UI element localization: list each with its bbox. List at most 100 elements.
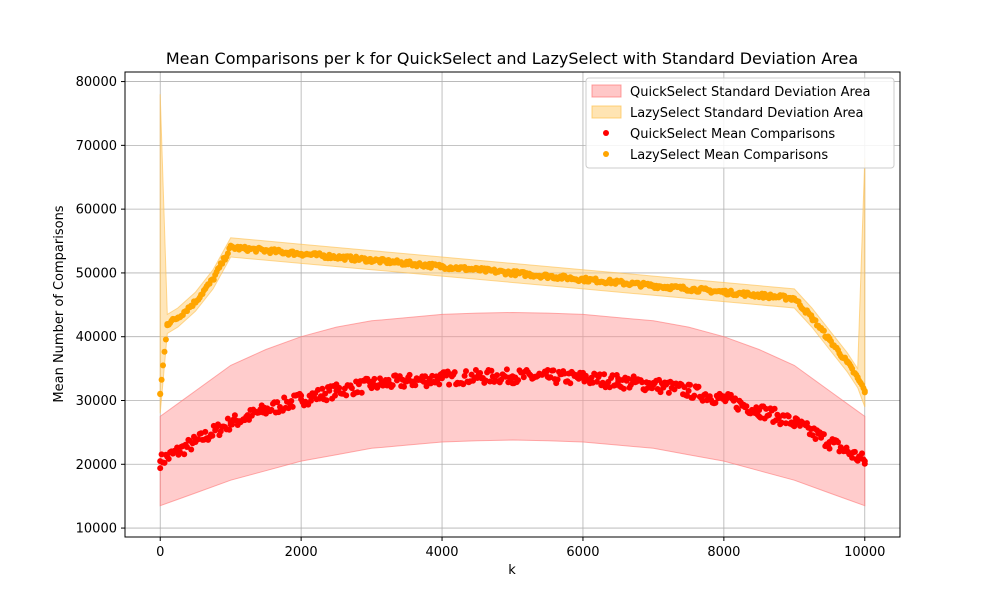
lazy-data-point <box>791 295 798 302</box>
quick-fill-point <box>630 373 637 380</box>
quick-fill-point <box>358 389 365 396</box>
quick-data-point <box>227 419 234 426</box>
legend-label: LazySelect Standard Deviation Area <box>630 106 863 121</box>
data-points <box>157 242 868 472</box>
quick-fill-point <box>594 378 600 385</box>
quick-data-point <box>791 419 798 426</box>
quick-fill-point <box>158 451 165 458</box>
quick-fill-point <box>226 426 233 433</box>
lazy-data-point <box>227 244 234 251</box>
quick-fill-point <box>735 406 741 413</box>
quick-fill-point <box>188 446 195 453</box>
quick-fill-point <box>209 432 216 439</box>
quick-data-point <box>650 381 657 388</box>
quick-data-point <box>157 458 164 465</box>
quick-data-point <box>174 448 181 455</box>
quick-fill-point <box>766 412 772 418</box>
lazy-data-point <box>164 321 171 327</box>
lazy-fill-point <box>162 336 169 343</box>
quick-data-point <box>720 396 727 403</box>
quick-data-point <box>685 387 692 394</box>
quick-data-point <box>756 407 763 414</box>
quick-fill-point <box>695 383 702 390</box>
chart-title: Mean Comparisons per k for QuickSelect a… <box>166 49 858 68</box>
quick-fill-point <box>332 392 338 399</box>
quick-data-point <box>826 439 833 445</box>
lazy-data-point <box>210 276 217 283</box>
quick-data-point <box>439 375 445 382</box>
quick-fill-point <box>488 367 495 374</box>
lazy-data-point <box>844 359 851 366</box>
lazy-data-point <box>854 375 861 382</box>
lazy-data-point <box>650 282 657 289</box>
quick-fill-point <box>268 406 275 413</box>
quick-fill-point <box>461 372 468 379</box>
quick-fill-point <box>406 371 413 378</box>
quick-fill-point <box>322 390 329 397</box>
lazy-data-point <box>580 276 586 283</box>
quick-fill-point <box>771 405 778 412</box>
quick-fill-point <box>181 451 188 458</box>
quick-fill-point <box>348 385 355 392</box>
quick-fill-point <box>343 392 350 399</box>
quick-fill-point <box>494 372 500 379</box>
quick-fill-point <box>601 371 608 378</box>
lazy-fill-point <box>160 362 166 369</box>
lazy-series <box>157 242 868 398</box>
quick-fill-point <box>202 428 209 435</box>
lazy-fill-point <box>224 250 231 257</box>
lazy-fill-point <box>161 348 168 355</box>
quick-data-point <box>509 373 516 380</box>
quick-fill-point <box>859 450 865 457</box>
y-tick-label: 50000 <box>76 266 117 281</box>
quick-fill-point <box>639 379 646 386</box>
lazy-legend-marker <box>603 151 609 157</box>
y-tick-label: 30000 <box>76 394 117 409</box>
lazy-data-point <box>174 314 181 321</box>
quick-fill-point <box>274 399 281 406</box>
lazy-data-point <box>368 257 375 264</box>
quick-data-point <box>844 448 851 455</box>
quick-fill-point <box>217 428 224 435</box>
y-tick-label: 80000 <box>76 75 117 90</box>
lazy-fill-point <box>158 376 165 383</box>
quick-fill-point <box>820 431 827 438</box>
quick-fill-point <box>665 389 672 396</box>
quick-fill-point <box>165 455 172 462</box>
quick-fill-point <box>288 398 295 404</box>
quick-fill-point <box>550 367 557 374</box>
lazy-data-point <box>509 269 516 276</box>
x-tick-label: 2000 <box>285 545 318 560</box>
plot-frame <box>124 71 901 538</box>
quick-data-point <box>192 439 199 445</box>
quick-fill-point <box>319 385 326 392</box>
x-axis-label: k <box>508 563 516 578</box>
quick-fill-point <box>687 381 693 388</box>
x-tick-label: 10000 <box>844 545 885 560</box>
quick-fill-point <box>609 372 616 379</box>
quick-fill-point <box>308 397 314 404</box>
quick-fill-point <box>463 368 469 375</box>
lazy-data-point <box>720 289 727 296</box>
quick-fill-point <box>157 465 164 472</box>
quick-fill-point <box>323 397 330 404</box>
quick-fill-point <box>289 403 296 410</box>
quick-fill-point <box>775 415 782 422</box>
quick-fill-point <box>554 376 561 383</box>
quick-fill-point <box>785 413 792 420</box>
quick-fill-point <box>743 403 750 410</box>
quick-fill-point <box>835 439 841 446</box>
quick-data-point <box>615 378 622 385</box>
quick-series <box>157 366 868 472</box>
lazy-fill-point <box>820 327 827 334</box>
quick-data-point <box>262 407 269 414</box>
lazy-legend-swatch <box>591 105 622 119</box>
quick-std-band <box>159 311 866 507</box>
x-tick-label: 6000 <box>566 545 599 560</box>
quick-fill-point <box>561 370 568 377</box>
quick-fill-point <box>436 381 443 388</box>
quick-fill-point <box>804 420 810 427</box>
y-tick-label: 10000 <box>76 522 117 537</box>
quick-fill-point <box>401 383 407 390</box>
quick-fill-point <box>503 366 510 373</box>
